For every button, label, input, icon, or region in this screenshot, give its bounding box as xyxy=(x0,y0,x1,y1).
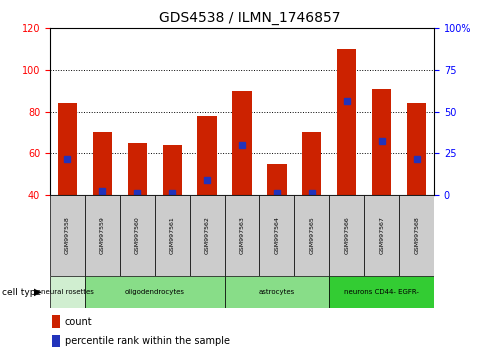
Text: GSM997561: GSM997561 xyxy=(170,217,175,254)
Text: GSM997567: GSM997567 xyxy=(379,217,384,254)
Bar xyxy=(52,315,60,328)
Text: ▶: ▶ xyxy=(33,287,41,297)
Bar xyxy=(337,49,356,195)
Text: GSM997564: GSM997564 xyxy=(274,217,279,254)
Bar xyxy=(198,116,217,195)
Bar xyxy=(407,103,426,195)
Text: percentile rank within the sample: percentile rank within the sample xyxy=(65,336,230,346)
Text: GSM997560: GSM997560 xyxy=(135,217,140,254)
FancyBboxPatch shape xyxy=(259,195,294,276)
FancyBboxPatch shape xyxy=(85,276,225,308)
FancyBboxPatch shape xyxy=(85,195,120,276)
FancyBboxPatch shape xyxy=(190,195,225,276)
Text: cell type: cell type xyxy=(2,287,41,297)
FancyBboxPatch shape xyxy=(364,195,399,276)
FancyBboxPatch shape xyxy=(225,276,329,308)
FancyBboxPatch shape xyxy=(50,276,85,308)
FancyBboxPatch shape xyxy=(294,195,329,276)
FancyBboxPatch shape xyxy=(225,195,259,276)
Bar xyxy=(302,132,321,195)
FancyBboxPatch shape xyxy=(399,195,434,276)
Bar xyxy=(58,103,77,195)
Text: count: count xyxy=(65,316,92,327)
FancyBboxPatch shape xyxy=(329,195,364,276)
Bar xyxy=(372,88,391,195)
Text: GSM997565: GSM997565 xyxy=(309,217,314,254)
FancyBboxPatch shape xyxy=(329,276,434,308)
Text: GSM997566: GSM997566 xyxy=(344,217,349,254)
Bar xyxy=(163,145,182,195)
Text: neurons CD44- EGFR-: neurons CD44- EGFR- xyxy=(344,289,419,295)
Bar xyxy=(93,132,112,195)
FancyBboxPatch shape xyxy=(120,195,155,276)
Bar xyxy=(52,335,60,347)
Text: GSM997568: GSM997568 xyxy=(414,217,419,254)
Text: neural rosettes: neural rosettes xyxy=(41,289,94,295)
Text: oligodendrocytes: oligodendrocytes xyxy=(125,289,185,295)
Text: GSM997563: GSM997563 xyxy=(240,217,245,254)
Text: GSM997559: GSM997559 xyxy=(100,217,105,254)
Bar xyxy=(233,91,251,195)
FancyBboxPatch shape xyxy=(155,195,190,276)
Text: GSM997562: GSM997562 xyxy=(205,217,210,254)
Text: astrocytes: astrocytes xyxy=(259,289,295,295)
Bar xyxy=(128,143,147,195)
Text: GSM997558: GSM997558 xyxy=(65,217,70,254)
Text: GDS4538 / ILMN_1746857: GDS4538 / ILMN_1746857 xyxy=(159,11,340,25)
Bar xyxy=(267,164,286,195)
FancyBboxPatch shape xyxy=(50,195,85,276)
